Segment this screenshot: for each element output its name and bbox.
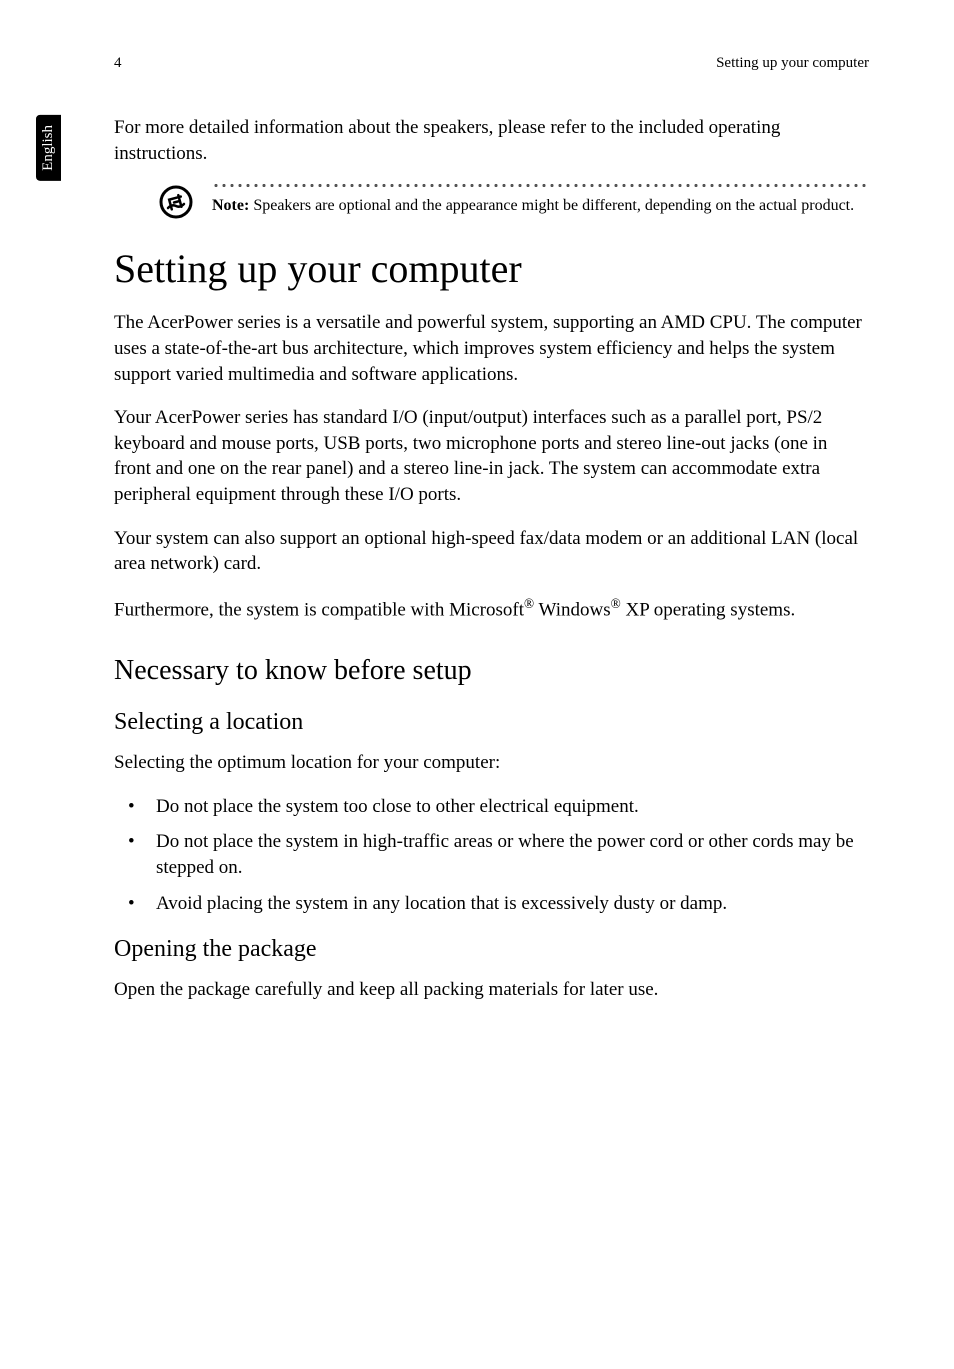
opening-para: Open the package carefully and keep all …: [114, 977, 869, 1003]
note-icon: [158, 184, 194, 225]
main-para-4: Furthermore, the system is compatible wi…: [114, 595, 869, 623]
note-text: Note: Speakers are optional and the appe…: [212, 195, 869, 217]
heading-setup: Setting up your computer: [114, 245, 869, 292]
page-number: 4: [114, 55, 122, 72]
main-para-2: Your AcerPower series has standard I/O (…: [114, 405, 869, 508]
language-tab: English: [36, 115, 61, 181]
registered-mark-2: ®: [611, 596, 621, 611]
location-list: Do not place the system too close to oth…: [114, 794, 869, 917]
note-block: Note: Speakers are optional and the appe…: [158, 184, 869, 225]
document-page: 4 Setting up your computer English For m…: [0, 0, 954, 1081]
para4-mid: Windows: [534, 599, 610, 620]
registered-mark-1: ®: [524, 596, 534, 611]
list-item: Do not place the system in high-traffic …: [114, 829, 869, 880]
para4-post: XP operating systems.: [621, 599, 796, 620]
para4-pre: Furthermore, the system is compatible wi…: [114, 599, 524, 620]
intro-paragraph: For more detailed information about the …: [114, 115, 869, 166]
running-header: Setting up your computer: [716, 55, 869, 72]
note-body: Speakers are optional and the appearance…: [249, 197, 854, 214]
heading-necessary: Necessary to know before setup: [114, 655, 869, 687]
note-label: Note:: [212, 197, 249, 214]
main-para-3: Your system can also support an optional…: [114, 526, 869, 577]
note-content: Note: Speakers are optional and the appe…: [212, 184, 869, 217]
heading-opening: Opening the package: [114, 936, 869, 963]
list-item: Avoid placing the system in any location…: [114, 891, 869, 917]
heading-location: Selecting a location: [114, 709, 869, 736]
location-intro: Selecting the optimum location for your …: [114, 750, 869, 776]
main-para-1: The AcerPower series is a versatile and …: [114, 310, 869, 387]
list-item: Do not place the system too close to oth…: [114, 794, 869, 820]
note-divider: [212, 184, 869, 187]
page-content: For more detailed information about the …: [114, 115, 869, 1003]
